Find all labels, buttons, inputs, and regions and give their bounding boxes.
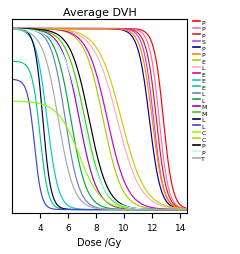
X-axis label: Dose /Gy: Dose /Gy [78,237,122,247]
Title: Average DVH: Average DVH [63,8,137,18]
Legend: P, P, P, S, P, P, E, L, E, E, E, L, L, M, M, L, L, C, C, P, P, T: P, P, P, S, P, P, E, L, E, E, E, L, L, M… [192,20,207,162]
